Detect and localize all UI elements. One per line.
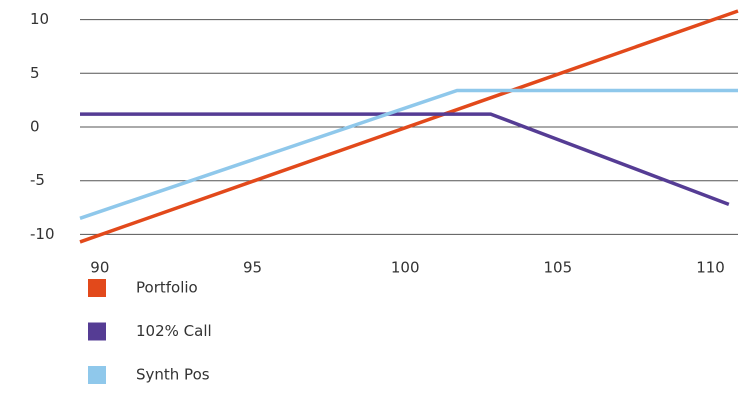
y-tick-label: 10 xyxy=(30,10,49,28)
series-line xyxy=(80,112,730,206)
y-tick-label: 5 xyxy=(30,64,40,82)
x-tick-label: 95 xyxy=(243,259,262,277)
y-tick-label: 0 xyxy=(30,118,40,136)
y-tick-label: -10 xyxy=(30,225,55,243)
legend-label: Portfolio xyxy=(136,279,198,297)
series-line xyxy=(79,88,738,220)
legend-label: Synth Pos xyxy=(136,366,210,384)
y-tick-label: -5 xyxy=(30,171,45,189)
x-tick-label: 105 xyxy=(544,259,573,277)
legend-swatch xyxy=(88,279,106,297)
legend-label: 102% Call xyxy=(136,322,212,340)
legend-swatch xyxy=(88,366,106,384)
series-line xyxy=(79,9,739,244)
legend-swatch xyxy=(88,322,106,341)
x-tick-label: 90 xyxy=(90,259,109,277)
x-tick-label: 100 xyxy=(391,259,420,277)
x-tick-label: 110 xyxy=(696,259,725,277)
